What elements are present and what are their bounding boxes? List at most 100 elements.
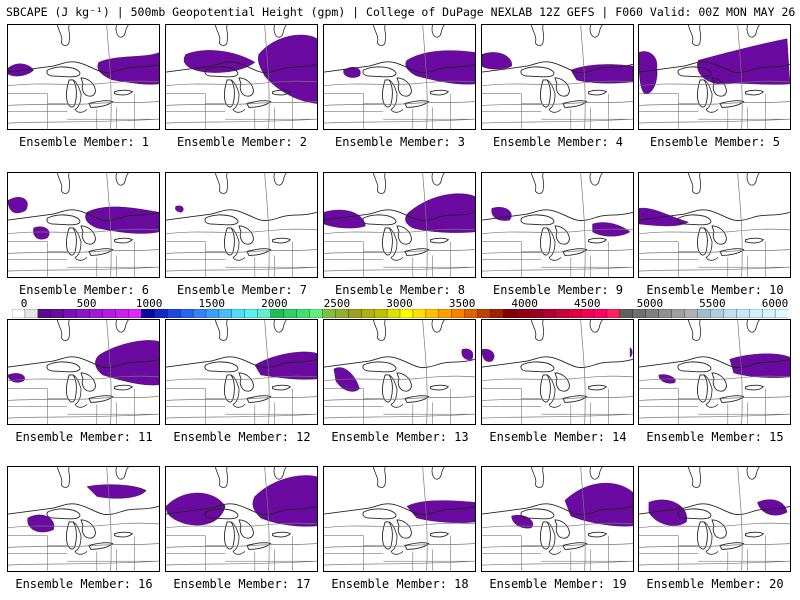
cape-area (697, 38, 790, 85)
colorbar-swatch (50, 309, 65, 318)
colorbar-swatch (761, 309, 776, 318)
ensemble-member-caption: Ensemble Member: 8 (334, 283, 466, 297)
ensemble-member-map-18 (323, 466, 476, 572)
ensemble-member-map-12 (165, 319, 318, 425)
colorbar-tick-label: 500 (76, 297, 97, 310)
cape-area (252, 475, 317, 527)
ensemble-member-caption: Ensemble Member: 3 (334, 135, 466, 149)
colorbar-swatch (205, 309, 220, 318)
colorbar-swatch (218, 309, 233, 318)
ensemble-member-caption: Ensemble Member: 6 (18, 283, 150, 297)
colorbar-swatch (723, 309, 737, 318)
colorbar-swatch (63, 309, 78, 318)
ensemble-member-map-15 (638, 319, 791, 425)
ensemble-member-caption: Ensemble Member: 19 (489, 577, 627, 591)
colorbar-swatch (89, 309, 103, 318)
colorbar-swatch (12, 309, 26, 318)
colorbar-swatch (270, 309, 285, 318)
colorbar-swatch (542, 309, 556, 318)
ensemble-member-caption: Ensemble Member: 16 (15, 577, 153, 591)
cape-area (8, 373, 25, 383)
colorbar-swatch (167, 309, 181, 318)
cape-area (639, 51, 658, 94)
cape-area (570, 64, 633, 84)
colorbar-swatch (555, 309, 569, 318)
ensemble-member-caption: Ensemble Member: 12 (173, 430, 311, 444)
cape-area (85, 206, 159, 234)
colorbar-swatch (373, 309, 388, 318)
cape-area (757, 499, 788, 516)
colorbar-swatch (671, 309, 685, 318)
ensemble-member-caption: Ensemble Member: 13 (331, 430, 469, 444)
colorbar-swatch (231, 309, 246, 318)
ensemble-member-map-10 (638, 172, 791, 278)
colorbar-swatch (425, 309, 440, 318)
cape-area (405, 193, 475, 233)
colorbar-swatch (529, 309, 543, 318)
colorbar-swatch (192, 309, 207, 318)
cape-area (258, 34, 317, 104)
colorbar-swatch (697, 309, 711, 318)
ensemble-member-caption: Ensemble Member: 9 (492, 283, 624, 297)
colorbar-swatch (37, 309, 52, 318)
colorbar-swatch (451, 309, 466, 318)
colorbar-swatch (179, 309, 194, 318)
cape-area (729, 353, 790, 378)
cape-area (8, 197, 28, 214)
ensemble-member-map-11 (7, 319, 160, 425)
colorbar-swatch (580, 309, 595, 318)
cape-area (33, 226, 50, 240)
cape-area (254, 351, 317, 380)
ensemble-member-caption: Ensemble Member: 1 (18, 135, 150, 149)
colorbar-swatch (516, 309, 530, 318)
colorbar-tick-label: 4000 (511, 297, 538, 310)
colorbar-swatch (102, 309, 116, 318)
ensemble-member-caption: Ensemble Member: 4 (492, 135, 624, 149)
colorbar-swatch (464, 309, 479, 318)
colorbar-swatch (503, 309, 517, 318)
cape-area (97, 52, 159, 85)
colorbar-tick-label: 2500 (323, 297, 351, 310)
colorbar-tick-label: 3000 (386, 297, 413, 310)
ensemble-member-map-4 (481, 24, 634, 130)
colorbar-swatch (322, 309, 336, 318)
colorbar-swatch (593, 309, 608, 318)
colorbar-swatch (24, 309, 39, 318)
ensemble-member-map-2 (165, 24, 318, 130)
cape-area (86, 484, 147, 499)
colorbar-tick-label: 1500 (198, 297, 226, 310)
ensemble-member-map-5 (638, 24, 791, 130)
colorbar-tick-label: 5500 (699, 297, 726, 310)
colorbar-swatch (115, 309, 129, 318)
colorbar-swatch (632, 309, 647, 318)
cape-area (405, 50, 475, 85)
colorbar (12, 309, 788, 318)
colorbar-swatch (244, 309, 259, 318)
ensemble-member-map-3 (323, 24, 476, 130)
ensemble-member-caption: Ensemble Member: 2 (176, 135, 308, 149)
cape-area (183, 50, 256, 73)
colorbar-tick-label: 5000 (636, 297, 664, 310)
cape-area (564, 482, 633, 527)
colorbar-swatch (296, 309, 310, 318)
cape-area (648, 499, 687, 526)
colorbar-swatch (154, 309, 168, 318)
ensemble-member-map-13 (323, 319, 476, 425)
cape-area (324, 209, 366, 229)
colorbar-tick-label: 2000 (261, 297, 288, 310)
map-title: SBCAPE (J kg⁻¹) | 500mb Geopotential Hei… (6, 5, 800, 19)
colorbar-swatch (606, 309, 621, 318)
ensemble-member-caption: Ensemble Member: 18 (331, 577, 469, 591)
colorbar-tick-label: 0 (20, 297, 28, 310)
colorbar-swatch (736, 309, 750, 318)
ensemble-member-map-17 (165, 466, 318, 572)
ensemble-member-map-8 (323, 172, 476, 278)
colorbar-swatch (386, 309, 401, 318)
cape-area (8, 63, 34, 77)
ensemble-member-caption: Ensemble Member: 14 (489, 430, 627, 444)
ensemble-member-caption: Ensemble Member: 15 (646, 430, 784, 444)
colorbar-swatch (283, 309, 297, 318)
cape-area (482, 348, 495, 362)
colorbar-tick-label: 3500 (448, 297, 476, 310)
ensemble-member-map-1 (7, 24, 160, 130)
